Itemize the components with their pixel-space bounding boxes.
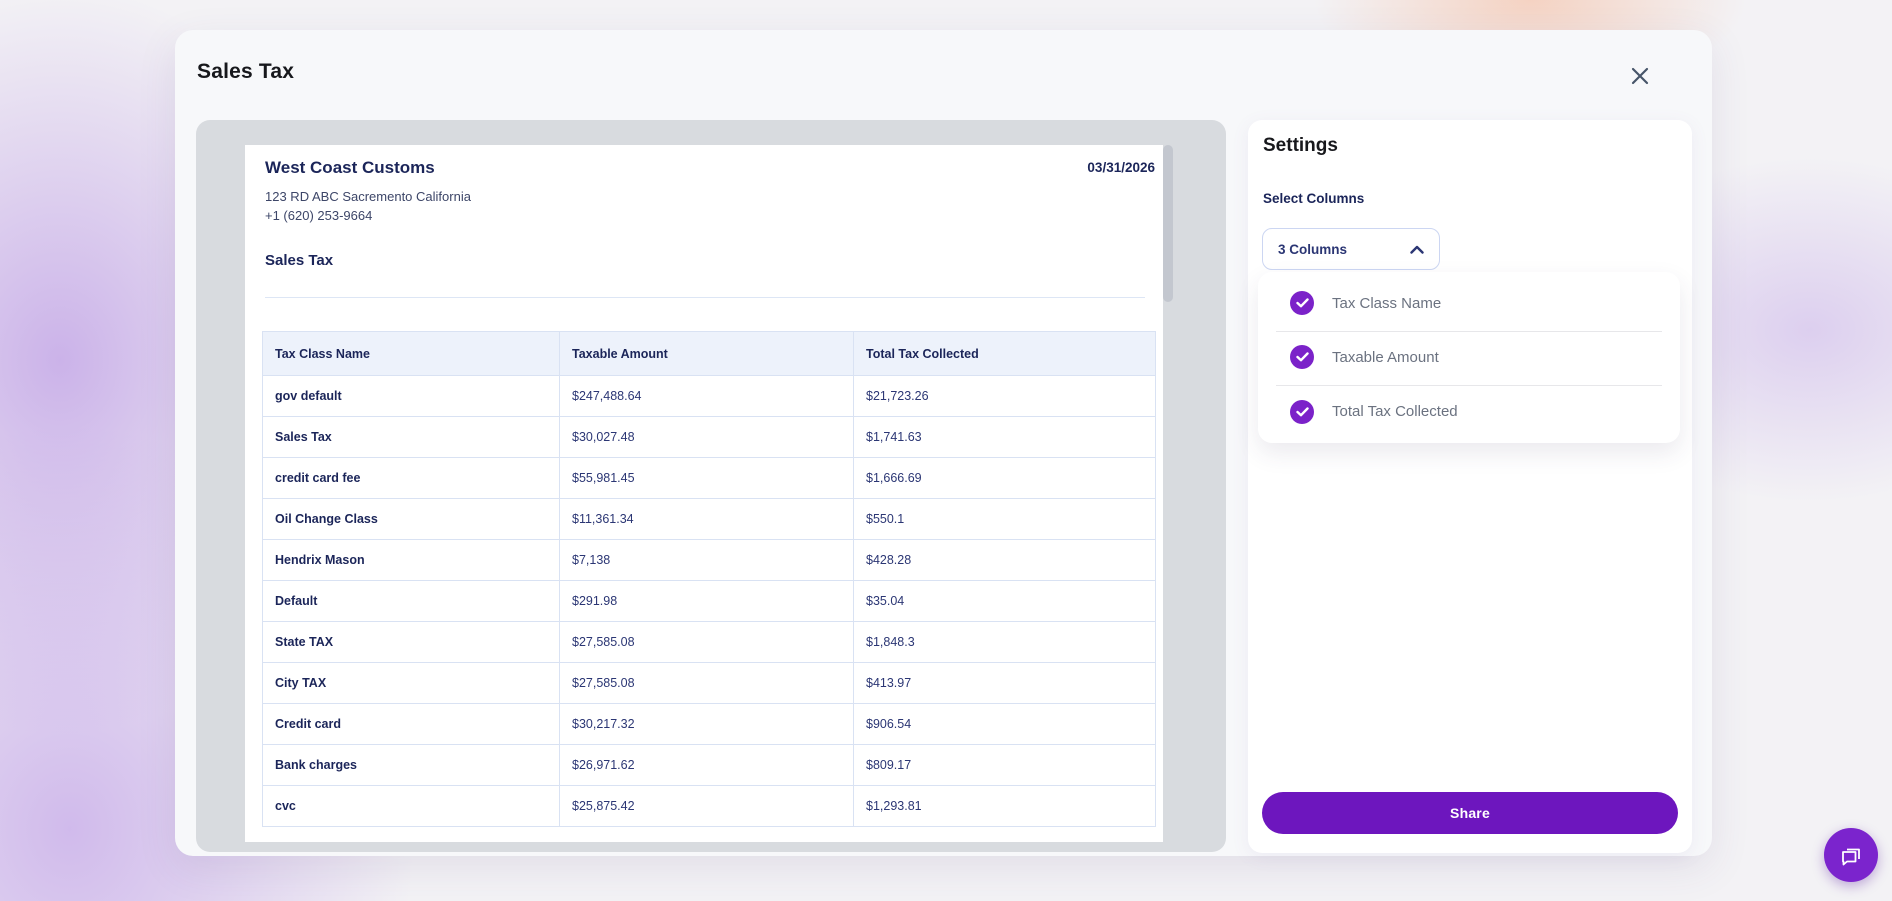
column-options-panel: Tax Class Name Taxable Amount Total	[1258, 272, 1680, 443]
report-section-title: Sales Tax	[265, 252, 334, 269]
tax-class-cell: credit card fee	[262, 457, 560, 499]
tax-class-cell: City TAX	[262, 662, 560, 704]
total-tax-cell: $1,666.69	[853, 457, 1156, 499]
total-tax-cell: $35.04	[853, 580, 1156, 622]
sales-tax-modal: Sales Tax West Coast Customs 123 RD ABC …	[175, 30, 1712, 856]
sales-tax-table: Tax Class Name Taxable Amount Total Tax Co…	[262, 331, 1156, 827]
tax-class-cell: Bank charges	[262, 744, 560, 786]
company-address: 123 RD ABC Sacremento California +1 (620…	[265, 187, 471, 225]
settings-panel: Settings Select Columns 3 Columns Tax Cl…	[1248, 120, 1692, 853]
close-icon	[1631, 67, 1649, 85]
table-row: State TAX $27,585.08 $1,848.3	[262, 621, 1156, 663]
total-tax-cell: $21,723.26	[853, 375, 1156, 417]
taxable-amount-cell: $25,875.42	[559, 785, 854, 827]
checkbox-checked-icon[interactable]	[1290, 399, 1314, 424]
table-row: Oil Change Class $11,361.34 $550.1	[262, 498, 1156, 540]
settings-title: Settings	[1263, 135, 1338, 156]
taxable-amount-cell: $55,981.45	[559, 457, 854, 499]
total-tax-cell: $550.1	[853, 498, 1156, 540]
table-row: Credit card $30,217.32 $906.54	[262, 703, 1156, 745]
checkbox-checked-icon[interactable]	[1290, 345, 1314, 370]
close-button[interactable]	[1622, 58, 1658, 94]
tax-class-cell: State TAX	[262, 621, 560, 663]
address-line: 123 RD ABC Sacremento California	[265, 189, 471, 204]
total-tax-cell: $906.54	[853, 703, 1156, 745]
report-preview: West Coast Customs 123 RD ABC Sacremento…	[196, 120, 1226, 852]
company-name: West Coast Customs	[265, 158, 435, 177]
taxable-amount-cell: $7,138	[559, 539, 854, 581]
chat-fab-button[interactable]	[1824, 828, 1878, 882]
report-page: West Coast Customs 123 RD ABC Sacremento…	[245, 145, 1163, 842]
table-row: Bank charges $26,971.62 $809.17	[262, 744, 1156, 786]
tax-class-cell: Credit card	[262, 703, 560, 745]
columns-dropdown-value: 3 Columns	[1278, 241, 1348, 257]
phone-line: +1 (620) 253-9664	[265, 208, 373, 223]
table-header-cell: Tax Class Name	[262, 331, 560, 376]
total-tax-cell: $428.28	[853, 539, 1156, 581]
checkbox-checked-icon[interactable]	[1290, 291, 1314, 316]
table-row: Default $291.98 $35.04	[262, 580, 1156, 622]
table-header-cell: Total Tax Collected	[853, 331, 1156, 376]
table-row: credit card fee $55,981.45 $1,666.69	[262, 457, 1156, 499]
tax-class-cell: cvc	[262, 785, 560, 827]
table-row: City TAX $27,585.08 $413.97	[262, 662, 1156, 704]
taxable-amount-cell: $247,488.64	[559, 375, 854, 417]
total-tax-cell: $809.17	[853, 744, 1156, 786]
total-tax-cell: $1,293.81	[853, 785, 1156, 827]
table-header-row: Tax Class Name Taxable Amount Total Tax Co…	[262, 331, 1156, 376]
chat-bubbles-icon	[1842, 848, 1860, 866]
share-button[interactable]: Share	[1262, 792, 1678, 834]
chevron-up-icon	[1410, 245, 1424, 254]
preview-scrollbar-thumb[interactable]	[1163, 145, 1173, 302]
column-option-label: Taxable Amount	[1332, 348, 1439, 366]
taxable-amount-cell: $26,971.62	[559, 744, 854, 786]
column-option[interactable]: Tax Class Name	[1258, 277, 1680, 330]
tax-class-cell: Sales Tax	[262, 416, 560, 458]
divider	[265, 297, 1145, 298]
taxable-amount-cell: $27,585.08	[559, 662, 854, 704]
tax-class-cell: gov default	[262, 375, 560, 417]
table-row: Hendrix Mason $7,138 $428.28	[262, 539, 1156, 581]
columns-dropdown[interactable]: 3 Columns	[1262, 228, 1440, 270]
tax-class-cell: Default	[262, 580, 560, 622]
total-tax-cell: $1,848.3	[853, 621, 1156, 663]
table-row: gov default $247,488.64 $21,723.26	[262, 375, 1156, 417]
page-title: Sales Tax	[197, 60, 295, 83]
table-header-cell: Taxable Amount	[559, 331, 854, 376]
column-option-label: Tax Class Name	[1332, 294, 1442, 312]
table-row: Sales Tax $30,027.48 $1,741.63	[262, 416, 1156, 458]
total-tax-cell: $1,741.63	[853, 416, 1156, 458]
taxable-amount-cell: $27,585.08	[559, 621, 854, 663]
tax-class-cell: Oil Change Class	[262, 498, 560, 540]
tax-class-cell: Hendrix Mason	[262, 539, 560, 581]
taxable-amount-cell: $30,217.32	[559, 703, 854, 745]
taxable-amount-cell: $11,361.34	[559, 498, 854, 540]
report-date: 03/31/2026	[1087, 160, 1155, 175]
taxable-amount-cell: $30,027.48	[559, 416, 854, 458]
taxable-amount-cell: $291.98	[559, 580, 854, 622]
total-tax-cell: $413.97	[853, 662, 1156, 704]
column-option-label: Total Tax Collected	[1332, 403, 1458, 421]
table-row: cvc $25,875.42 $1,293.81	[262, 785, 1156, 827]
select-columns-label: Select Columns	[1263, 191, 1365, 206]
column-option[interactable]: Taxable Amount	[1258, 330, 1680, 384]
column-option[interactable]: Total Tax Collected	[1258, 385, 1680, 438]
